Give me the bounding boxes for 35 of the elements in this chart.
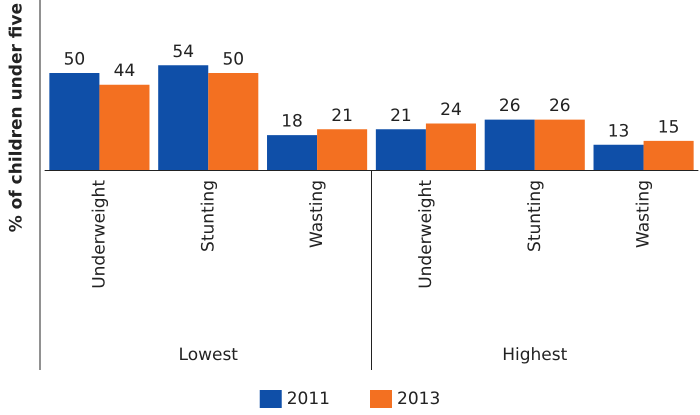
bar xyxy=(49,73,100,170)
text: Lowest xyxy=(178,345,238,365)
data-label: 54 xyxy=(172,42,194,62)
data-label: 24 xyxy=(440,100,462,120)
x-tick-label: Stunting xyxy=(524,180,545,252)
x-tick-label: Wasting xyxy=(307,180,328,248)
legend-label: 2011 xyxy=(286,389,330,409)
bar xyxy=(594,144,644,170)
data-label: 15 xyxy=(658,117,680,138)
y-axis-title: % of children under five xyxy=(6,2,26,232)
text: Highest xyxy=(502,345,568,365)
x-tick-label: Underweight xyxy=(416,180,436,289)
bar xyxy=(158,65,208,170)
bar xyxy=(317,129,368,170)
data-label: 18 xyxy=(281,112,303,132)
x-tick-label: Wasting xyxy=(634,180,654,248)
legend-label: 2013 xyxy=(397,389,440,409)
bar xyxy=(208,73,258,170)
data-label: 13 xyxy=(608,121,630,142)
data-label: 26 xyxy=(548,96,571,116)
data-label: 50 xyxy=(222,50,244,70)
bar xyxy=(376,129,426,170)
x-tick-label: Underweight xyxy=(89,180,110,289)
data-label: 44 xyxy=(114,61,136,82)
data-label: 21 xyxy=(390,106,412,126)
bar xyxy=(426,123,476,170)
bar xyxy=(644,140,694,170)
data-label: 50 xyxy=(64,50,86,70)
bar xyxy=(99,84,150,170)
x-tick-label: Stunting xyxy=(198,180,218,252)
data-label: 26 xyxy=(498,96,521,116)
bar xyxy=(267,135,318,170)
data-label: 21 xyxy=(331,106,353,126)
bar xyxy=(484,120,535,170)
bar xyxy=(534,120,585,170)
